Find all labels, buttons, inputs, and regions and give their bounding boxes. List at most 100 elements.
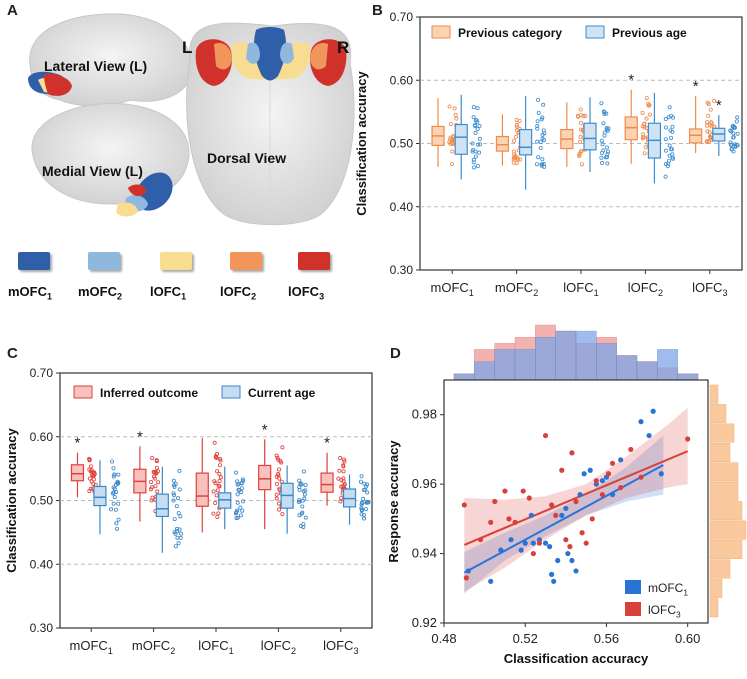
data-point: [646, 103, 651, 108]
data-point: [583, 113, 588, 118]
data-point: [363, 487, 368, 492]
y-tick-label: 0.50: [390, 137, 414, 151]
legend-swatch: [625, 602, 641, 616]
scatter-point: [530, 550, 536, 557]
lateral-ofc-red: [44, 73, 72, 96]
legend-swatch: [431, 25, 451, 39]
data-point: [114, 521, 119, 526]
data-point: [110, 459, 115, 464]
data-point: [601, 109, 606, 114]
data-point: [149, 485, 154, 490]
data-point: [111, 474, 116, 479]
data-point: [179, 531, 184, 536]
data-point: [111, 485, 116, 490]
scatter-point: [549, 571, 555, 577]
data-point: [541, 128, 546, 133]
data-point: [235, 482, 240, 487]
data-point: [362, 516, 367, 521]
data-point: [477, 123, 482, 128]
data-point: [668, 128, 673, 133]
scatter-point: [638, 474, 644, 480]
data-point: [361, 487, 366, 492]
data-point: [536, 155, 541, 160]
data-point: [112, 472, 117, 477]
data-point: [297, 478, 302, 483]
left-hemisphere-mark: L: [182, 38, 193, 57]
box-body: [495, 135, 510, 152]
data-point: [579, 148, 584, 153]
data-point: [109, 507, 114, 512]
data-point: [212, 479, 217, 484]
data-point: [341, 457, 346, 462]
scatter-point: [573, 568, 579, 574]
data-point: [664, 148, 669, 153]
y-tick-label: 0.40: [30, 557, 54, 571]
data-point: [454, 116, 459, 121]
scatter-point: [530, 540, 536, 546]
scatter-point: [508, 537, 514, 543]
hist-y-bar: [709, 423, 735, 443]
data-point: [669, 135, 674, 140]
scatter-point: [593, 478, 599, 484]
data-point: [175, 535, 180, 540]
box-body: [519, 128, 533, 156]
scatter-point: [583, 540, 589, 546]
chart-b-previous-trial: 0.30 0.40 0.50 0.60 0.70 Classification accur…: [354, 10, 743, 298]
scatter-point: [646, 432, 652, 439]
data-point: [540, 162, 545, 167]
data-point: [116, 517, 121, 522]
data-point: [540, 115, 545, 120]
legend-label-mofc1: mOFC1: [8, 284, 53, 302]
data-point: [735, 143, 740, 148]
data-point: [154, 465, 159, 470]
scatter-point: [488, 519, 494, 525]
hist-y-bar: [709, 520, 747, 540]
data-point: [599, 138, 604, 143]
box-body: [195, 472, 209, 507]
data-point: [91, 481, 96, 486]
data-point: [213, 455, 218, 460]
legend-label: Current age: [248, 386, 316, 400]
data-point: [470, 141, 475, 146]
scatter-point: [579, 530, 585, 536]
hist-y-bar: [709, 384, 719, 404]
y-axis-label: Response accuracy: [386, 440, 401, 563]
scatter-point: [502, 488, 508, 494]
data-point: [364, 500, 369, 505]
scatter-point: [518, 547, 524, 553]
data-point: [605, 149, 610, 154]
data-point: [729, 129, 734, 134]
data-point: [111, 466, 116, 471]
data-point: [89, 468, 94, 473]
data-point: [475, 127, 480, 132]
hist-x-bar-blue: [514, 349, 536, 381]
data-point: [301, 469, 306, 474]
lateral-view-label: Lateral View (L): [44, 58, 148, 74]
hist-x-bar-blue: [494, 349, 516, 381]
data-point: [606, 126, 611, 131]
data-point: [155, 489, 160, 494]
data-point: [735, 115, 740, 120]
hist-y-bar: [709, 481, 739, 501]
data-point: [172, 517, 177, 522]
data-point: [604, 126, 609, 131]
hist-y-bar: [709, 462, 739, 482]
data-point: [644, 116, 649, 121]
data-point: [277, 507, 282, 512]
data-point: [642, 151, 647, 156]
data-point: [111, 490, 116, 495]
data-point: [667, 105, 672, 110]
data-point: [361, 496, 366, 501]
legend-swatch: [221, 385, 241, 399]
scatter-point: [618, 457, 624, 463]
x-tick-label: lOFC1: [563, 280, 598, 298]
data-point: [336, 476, 341, 481]
scatter-point: [638, 419, 644, 425]
data-point: [178, 535, 183, 540]
data-point: [240, 477, 245, 482]
data-point: [365, 490, 370, 495]
y-tick-label: 0.30: [390, 263, 414, 277]
data-point: [708, 135, 713, 140]
data-point: [238, 505, 243, 510]
data-point: [513, 154, 518, 159]
